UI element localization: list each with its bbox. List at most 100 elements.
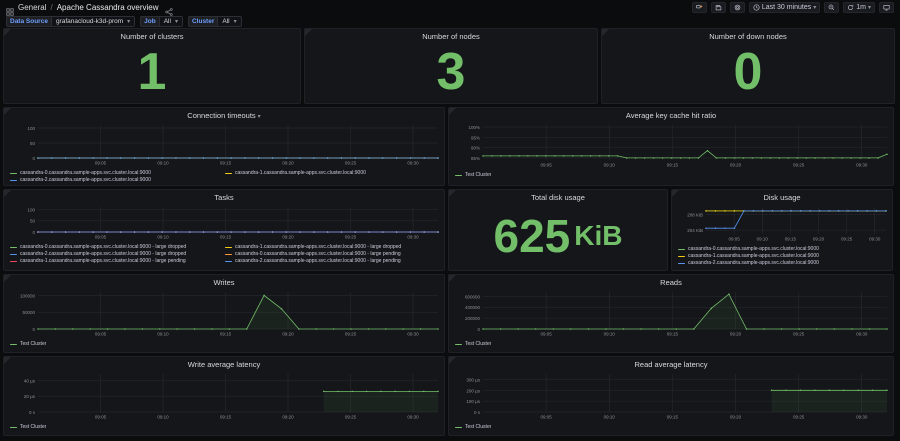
- panel-info-corner[interactable]: [449, 275, 456, 282]
- legend-item[interactable]: cassandra-2.cassandra.sample-apps.svc.cl…: [225, 258, 440, 265]
- legend-item[interactable]: cassandra-1.cassandra.sample-apps.svc.cl…: [225, 244, 440, 251]
- chart-disk-usage[interactable]: 204 KiB 208 KiB 09:05 09:10 09:15 09:20 09:25 0…: [672, 203, 892, 245]
- svg-text:09:15: 09:15: [667, 163, 679, 168]
- chart-legend[interactable]: cassandra-0.cassandra.sample-apps.svc.cl…: [672, 245, 892, 267]
- dashboard-settings-button[interactable]: [729, 1, 745, 13]
- zoom-out-time-range-button[interactable]: [824, 1, 840, 13]
- job-variable-value[interactable]: All ▾: [158, 15, 183, 27]
- chart-connection-timeouts[interactable]: 0 50 100 09:05 09:10 09:15 09:20 09:25 09:30: [4, 121, 444, 169]
- panel-title[interactable]: Connection timeouts ▾: [4, 108, 444, 121]
- panel-info-corner[interactable]: [449, 357, 456, 364]
- legend-item[interactable]: cassandra-2.cassandra.sample-apps.svc.cl…: [10, 177, 225, 184]
- share-icon[interactable]: [164, 3, 173, 16]
- panel-average-key-cache-hit-ratio[interactable]: Average key cache hit ratio 85% 90% 95% 100…: [448, 107, 894, 186]
- legend-series-label: Test Cluster: [465, 424, 492, 430]
- panel-info-corner[interactable]: [449, 190, 456, 197]
- chart-legend[interactable]: Test Cluster: [449, 423, 893, 431]
- panel-reads[interactable]: Reads 0 200000 400000 600000 09:05 09:10 09:15…: [448, 274, 894, 353]
- chart-tasks[interactable]: 0 50 100 09:05 09:10 09:15 09:20 09:25 09:30: [4, 203, 444, 243]
- svg-text:09:15: 09:15: [785, 237, 797, 242]
- svg-text:85%: 85%: [471, 156, 480, 161]
- legend-item[interactable]: cassandra-2.cassandra.sample-apps.svc.cl…: [10, 251, 225, 258]
- add-panel-button[interactable]: [691, 1, 707, 13]
- legend-item[interactable]: cassandra-0.cassandra.sample-apps.svc.cl…: [10, 170, 225, 177]
- chart-legend[interactable]: Test Cluster: [449, 340, 893, 348]
- breadcrumb-dashboard-title[interactable]: Apache Cassandra overview: [56, 2, 159, 12]
- legend-item[interactable]: cassandra-1.cassandra.sample-apps.svc.cl…: [10, 258, 225, 265]
- chart-legend[interactable]: Test Cluster: [449, 171, 893, 179]
- breadcrumb-folder[interactable]: General: [18, 2, 47, 12]
- panel-info-corner[interactable]: [449, 108, 456, 115]
- chart-legend[interactable]: cassandra-0.cassandra.sample-apps.svc.cl…: [4, 169, 444, 184]
- panel-disk-usage[interactable]: Disk usage 204 KiB 208 KiB 09:05 09:10 09:15…: [671, 189, 893, 271]
- svg-text:09:05: 09:05: [95, 161, 107, 166]
- svg-text:208 KiB: 208 KiB: [687, 213, 703, 218]
- svg-text:09:25: 09:25: [345, 332, 357, 337]
- svg-text:09:15: 09:15: [667, 415, 679, 420]
- legend-series-label: cassandra-1.cassandra.sample-apps.svc.cl…: [688, 253, 819, 259]
- legend-item[interactable]: cassandra-1.cassandra.sample-apps.svc.cl…: [225, 170, 440, 177]
- dashboard-row-3: Tasks 0 50 100 09:05 09:10 09:15 09:20 09:25 09:…: [3, 189, 897, 271]
- svg-text:09:05: 09:05: [95, 415, 107, 420]
- panel-number-of-nodes[interactable]: Number of nodes 3: [304, 28, 598, 104]
- chart-reads[interactable]: 0 200000 400000 600000 09:05 09:10 09:15 09:20 0…: [449, 288, 893, 340]
- legend-item[interactable]: cassandra-0.cassandra.sample-apps.svc.cl…: [225, 251, 440, 258]
- chart-legend[interactable]: cassandra-0.cassandra.sample-apps.svc.cl…: [4, 243, 444, 265]
- svg-text:09:15: 09:15: [220, 332, 232, 337]
- refresh-dashboard-button[interactable]: 1m ▾: [843, 1, 875, 13]
- cluster-variable[interactable]: Cluster All ▾: [187, 15, 242, 27]
- legend-item[interactable]: cassandra-0.cassandra.sample-apps.svc.cl…: [678, 246, 888, 253]
- panel-number-of-clusters[interactable]: Number of clusters 1: [3, 28, 301, 104]
- legend-color-swatch: [678, 248, 685, 251]
- stat-body: 1: [4, 42, 300, 102]
- svg-text:09:15: 09:15: [220, 415, 232, 420]
- panel-title: Disk usage: [763, 193, 801, 202]
- save-dashboard-button[interactable]: [710, 1, 726, 13]
- chart-average-key-cache-hit-ratio[interactable]: 85% 90% 95% 100% 09:05 09:10 09:15 09:20 09:25 09…: [449, 121, 893, 171]
- chevron-down-icon[interactable]: ▾: [257, 114, 261, 120]
- panel-total-disk-usage[interactable]: Total disk usage 625 KiB: [448, 189, 668, 271]
- panel-info-corner[interactable]: [602, 29, 609, 36]
- legend-item[interactable]: cassandra-2.cassandra.sample-apps.svc.cl…: [678, 260, 888, 267]
- legend-color-swatch: [678, 255, 685, 258]
- panel-write-average-latency[interactable]: Write average latency 0 s 20 µs 40 µs 09:05…: [3, 356, 445, 436]
- chart-legend[interactable]: Test Cluster: [4, 423, 444, 431]
- svg-text:09:15: 09:15: [220, 235, 232, 240]
- svg-text:0: 0: [32, 230, 35, 235]
- svg-text:100: 100: [27, 207, 35, 212]
- legend-item[interactable]: Test Cluster: [10, 341, 440, 348]
- legend-item[interactable]: Test Cluster: [10, 424, 440, 431]
- legend-color-swatch: [10, 246, 17, 249]
- panel-number-of-down-nodes[interactable]: Number of down nodes 0: [601, 28, 895, 104]
- panel-info-corner[interactable]: [4, 29, 11, 36]
- panel-tasks[interactable]: Tasks 0 50 100 09:05 09:10 09:15 09:20 09:25 09:…: [3, 189, 445, 271]
- toggle-kiosk-button[interactable]: [879, 1, 894, 13]
- datasource-variable-value[interactable]: grafanacloud-k3d-prom ▾: [50, 15, 136, 27]
- time-range-picker[interactable]: Last 30 minutes ▾: [748, 1, 821, 13]
- datasource-variable[interactable]: Data Source grafanacloud-k3d-prom ▾: [6, 15, 136, 27]
- legend-item[interactable]: Test Cluster: [455, 424, 889, 431]
- chart-read-average-latency[interactable]: 0 s 100 µs 200 µs 300 µs 09:05 09:10 09:15 09:2…: [449, 370, 893, 423]
- cluster-variable-value[interactable]: All ▾: [217, 15, 242, 27]
- chart-write-average-latency[interactable]: 0 s 20 µs 40 µs 09:05 09:10 09:15 09:20 09:25 09…: [4, 370, 444, 423]
- chart-writes[interactable]: 0 50000 100000 09:05 09:10 09:15 09:20 09:25 09:…: [4, 288, 444, 340]
- panel-info-corner[interactable]: [4, 108, 11, 115]
- legend-series-label: cassandra-2.cassandra.sample-apps.svc.cl…: [688, 260, 819, 266]
- panel-read-average-latency[interactable]: Read average latency 0 s 100 µs 200 µs 300 …: [448, 356, 894, 436]
- legend-item[interactable]: Test Cluster: [455, 341, 889, 348]
- legend-item[interactable]: Test Cluster: [455, 172, 889, 179]
- legend-item[interactable]: cassandra-1.cassandra.sample-apps.svc.cl…: [678, 253, 888, 260]
- job-variable[interactable]: Job All ▾: [140, 15, 183, 27]
- panel-info-corner[interactable]: [4, 275, 11, 282]
- chart-legend[interactable]: Test Cluster: [4, 340, 444, 348]
- svg-text:09:25: 09:25: [793, 163, 805, 168]
- panel-writes[interactable]: Writes 05000010000009:0509:1009:1509:200…: [3, 274, 445, 353]
- svg-text:09:25: 09:25: [345, 235, 357, 240]
- panel-connection-timeouts[interactable]: Connection timeouts▾ 0 50 100 09:05 09:10 09:…: [3, 107, 445, 186]
- panel-info-corner[interactable]: [4, 190, 11, 197]
- time-range-label: Last 30 minutes: [761, 3, 812, 11]
- panel-info-corner[interactable]: [305, 29, 312, 36]
- panel-info-corner[interactable]: [672, 190, 679, 197]
- legend-item[interactable]: cassandra-0.cassandra.sample-apps.svc.cl…: [10, 244, 225, 251]
- panel-info-corner[interactable]: [4, 357, 11, 364]
